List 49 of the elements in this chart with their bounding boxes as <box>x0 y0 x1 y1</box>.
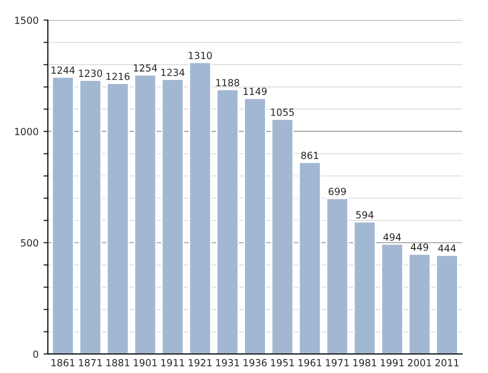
bar <box>326 198 349 354</box>
bar <box>106 82 130 354</box>
bar <box>244 98 266 354</box>
bar <box>436 254 458 354</box>
bar <box>188 62 212 354</box>
data-label: 1310 <box>188 52 212 60</box>
x-tick-label: 1881 <box>106 359 130 366</box>
data-label: 1188 <box>216 78 240 86</box>
bar <box>52 76 74 354</box>
bar <box>161 78 184 354</box>
x-tick-label: 1961 <box>298 359 322 366</box>
x-tick-label: 1921 <box>188 359 212 366</box>
x-tick-label: 1951 <box>271 359 294 366</box>
data-label: 444 <box>438 244 456 252</box>
bar <box>298 162 322 354</box>
bar <box>216 88 239 354</box>
x-tick-label: 1901 <box>134 359 157 366</box>
data-label: 1234 <box>161 68 184 76</box>
data-label: 449 <box>410 243 428 251</box>
x-tick-label: 1911 <box>161 359 184 366</box>
data-label: 594 <box>356 211 374 219</box>
x-tick-label: 1861 <box>52 359 74 366</box>
data-label: 861 <box>301 152 318 160</box>
bar <box>353 221 376 354</box>
data-label: 1230 <box>79 70 102 77</box>
bar <box>408 253 432 354</box>
x-tick-label: 2011 <box>435 359 459 366</box>
data-label: 494 <box>383 233 401 241</box>
bar <box>134 74 157 354</box>
x-tick-label: 1936 <box>244 359 267 366</box>
x-tick-label: 1871 <box>79 359 102 366</box>
y-tick-label: 1000 <box>15 128 38 136</box>
x-tick-label: 1931 <box>216 359 240 366</box>
data-label: 1244 <box>52 66 75 74</box>
data-label: 1055 <box>271 108 294 116</box>
data-label: 1216 <box>106 72 130 80</box>
x-tick-label: 2001 <box>408 359 432 366</box>
x-tick-label: 1991 <box>380 359 404 366</box>
data-label: 1254 <box>134 64 158 72</box>
data-label: 699 <box>328 188 346 196</box>
bar <box>271 118 294 354</box>
y-tick-label: 1500 <box>15 16 38 24</box>
y-tick-label: 0 <box>33 350 38 358</box>
data-label: 1149 <box>244 88 267 95</box>
x-tick-label: 1971 <box>326 359 349 366</box>
bar <box>380 243 404 354</box>
x-tick-label: 1981 <box>353 359 376 366</box>
bar <box>78 80 102 354</box>
y-tick-label: 500 <box>20 239 38 247</box>
